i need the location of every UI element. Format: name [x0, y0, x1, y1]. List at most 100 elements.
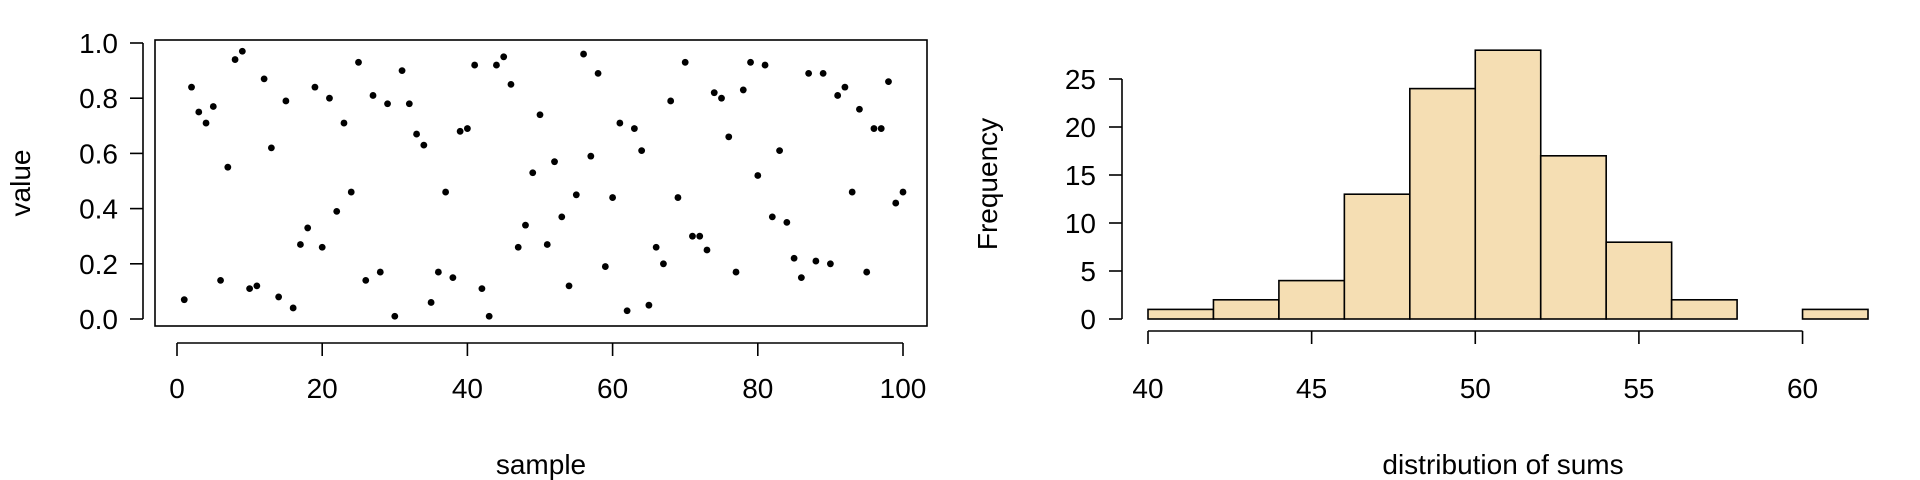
scatter-point [471, 61, 479, 69]
histogram-bar [1474, 49, 1542, 320]
scatter-point [790, 254, 798, 262]
scatter-points [180, 47, 907, 320]
scatter-point [674, 194, 682, 201]
scatter-point [681, 58, 689, 66]
scatter-point [761, 61, 769, 69]
histogram-bar [1670, 298, 1738, 320]
scatter-y-tick-label: 0.8 [79, 83, 118, 114]
scatter-point [594, 69, 602, 77]
scatter-point [267, 144, 275, 152]
scatter-point [282, 97, 290, 105]
scatter-y-tick-label: 1.0 [79, 28, 118, 59]
scatter-x-tick-label: 60 [597, 373, 628, 404]
scatter-point [449, 274, 457, 281]
scatter-point [601, 263, 609, 270]
scatter-point [224, 163, 232, 171]
scatter-point [442, 188, 450, 196]
scatter-point [500, 53, 508, 61]
histogram-x-tick-label: 55 [1623, 373, 1654, 404]
scatter-point [376, 268, 384, 276]
scatter-x-tick-label: 100 [880, 373, 927, 404]
scatter-point [188, 83, 195, 91]
histogram-bar [1212, 298, 1280, 320]
scatter-point [507, 81, 515, 88]
scatter-point [776, 147, 783, 155]
scatter-x-tick-label: 80 [742, 373, 773, 404]
scatter-y-tick-label: 0.4 [79, 194, 118, 225]
scatter-point [797, 274, 805, 281]
scatter-point [725, 133, 733, 141]
scatter-point [485, 312, 493, 320]
scatter-point [493, 61, 500, 69]
scatter-y-axis-title: value [5, 150, 36, 217]
scatter-point [333, 207, 341, 215]
scatter-point [587, 152, 595, 160]
histogram-bar [1343, 193, 1411, 320]
scatter-point [616, 119, 624, 127]
scatter-point [529, 169, 537, 177]
scatter-point [231, 56, 239, 63]
scatter-point [885, 78, 892, 86]
scatter-point [558, 213, 566, 221]
scatter-point [805, 69, 813, 77]
scatter-point [551, 158, 558, 166]
scatter-point [718, 94, 725, 102]
scatter-point [630, 125, 638, 132]
scatter-x-axis: 0 20 40 60 80 100 [169, 342, 927, 404]
scatter-point [652, 243, 660, 251]
scatter-point [580, 50, 587, 58]
scatter-point [819, 69, 827, 77]
scatter-point [246, 285, 254, 293]
scatter-point [464, 125, 471, 132]
histogram-y-tick-label: 0 [1080, 304, 1096, 335]
scatter-y-tick-label: 0.6 [79, 138, 118, 169]
histogram-bar [1539, 155, 1607, 320]
scatter-point [754, 172, 762, 179]
scatter-point [238, 47, 246, 55]
scatter-point [398, 67, 406, 74]
scatter-x-axis-title: sample [496, 449, 586, 480]
scatter-point [456, 127, 464, 135]
scatter-point [369, 92, 377, 99]
scatter-point [275, 293, 283, 301]
histogram-y-tick-label: 20 [1065, 112, 1096, 143]
scatter-point [834, 92, 842, 99]
scatter-point [667, 97, 675, 105]
histogram-y-tick-label: 25 [1065, 64, 1096, 95]
scatter-point [514, 243, 522, 251]
scatter-point [565, 282, 573, 290]
scatter-y-axis: 0.0 0.2 0.4 0.6 0.8 1.0 [79, 28, 144, 335]
scatter-point [304, 224, 312, 232]
scatter-point [543, 241, 551, 248]
scatter-point [195, 108, 203, 116]
scatter-point [434, 268, 442, 276]
scatter-point [827, 260, 834, 268]
histogram-x-tick-label: 60 [1787, 373, 1818, 404]
scatter-point [536, 111, 544, 119]
scatter-point [391, 312, 399, 320]
scatter-point [710, 89, 718, 97]
scatter-point [892, 199, 900, 207]
scatter-point [355, 58, 362, 66]
histogram-bar [1605, 241, 1673, 320]
scatter-point [405, 100, 413, 108]
histogram-x-axis: 40 45 50 55 60 [1132, 330, 1818, 404]
histogram-y-tick-label: 5 [1080, 256, 1096, 287]
scatter-point [427, 299, 435, 306]
scatter-point [289, 304, 297, 312]
scatter-point [848, 188, 856, 196]
histogram-x-tick-label: 40 [1132, 373, 1163, 404]
scatter-y-tick-label: 0.0 [79, 304, 118, 335]
histogram-y-axis: 0 5 10 15 20 25 [1065, 64, 1123, 335]
scatter-point [732, 268, 740, 276]
scatter-point [180, 296, 188, 304]
scatter-x-tick-label: 40 [452, 373, 483, 404]
scatter-point [202, 119, 210, 127]
scatter-point [638, 147, 646, 155]
scatter-point [260, 75, 268, 83]
scatter-point [747, 58, 754, 66]
histogram-bar [1801, 308, 1869, 320]
scatter-point [812, 257, 820, 265]
histogram-panel: 40 45 50 55 60 0 5 10 15 20 25 distribution of su… [972, 49, 1869, 480]
